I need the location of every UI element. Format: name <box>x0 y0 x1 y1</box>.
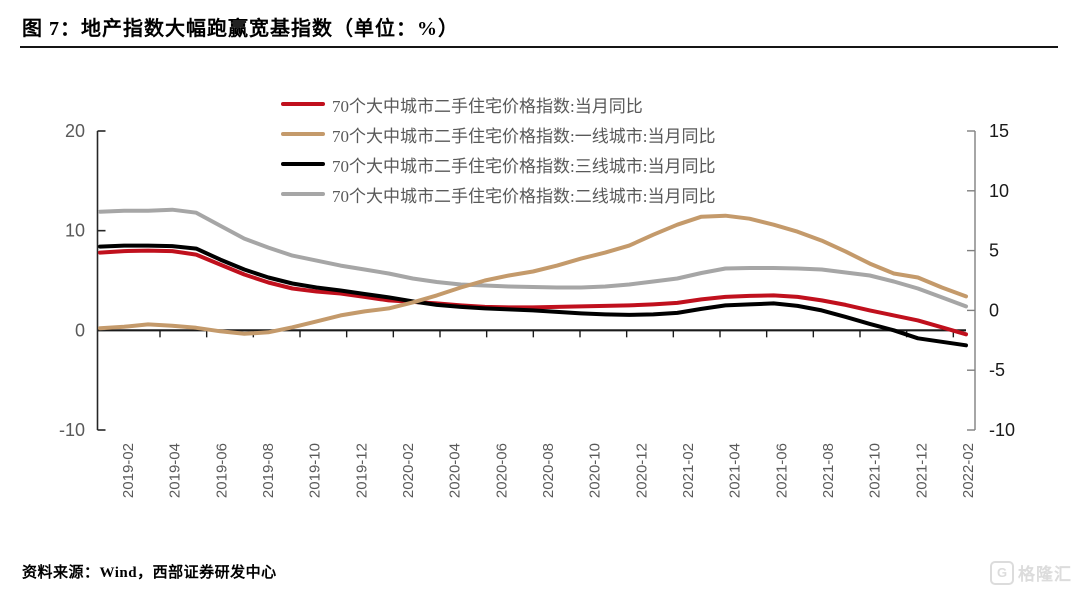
x-axis-label: 2019-10 <box>307 443 324 498</box>
x-axis-label: 2022-02 <box>960 443 977 498</box>
gelonghui-watermark: G 格隆汇 <box>990 560 1072 585</box>
legend-label: 70个大中城市二手住宅价格指数:二线城市:当月同比 <box>332 186 716 206</box>
legend-item-1: 70个大中城市二手住宅价格指数:一线城市:当月同比 <box>281 119 715 149</box>
left-axis-tick-label: 20 <box>65 121 85 141</box>
right-axis-tick-label: 0 <box>989 300 999 320</box>
figure-title: 图 7：地产指数大幅跑赢宽基指数（单位：%） <box>22 18 459 40</box>
x-axis-label: 2020-04 <box>447 443 464 498</box>
x-axis-label: 2021-08 <box>820 443 837 498</box>
x-axis-label: 2020-10 <box>587 443 604 498</box>
gelonghui-logo-icon: G <box>990 560 1014 585</box>
legend-swatch-icon <box>281 161 325 167</box>
title-divider <box>20 46 1058 48</box>
right-axis-tick-label: 5 <box>989 241 999 261</box>
source-note: 资料来源：Wind，西部证券研发中心 <box>22 565 277 581</box>
right-axis-tick-label: 10 <box>989 181 1009 201</box>
legend-swatch-icon <box>281 131 325 137</box>
x-axis-label: 2021-04 <box>727 443 744 498</box>
right-axis-tick-label: -5 <box>989 360 1005 380</box>
x-axis-label: 2020-06 <box>493 443 510 498</box>
x-axis-label: 2019-06 <box>213 443 230 498</box>
left-axis-tick-label: -10 <box>59 420 85 440</box>
legend-label: 70个大中城市二手住宅价格指数:当月同比 <box>332 96 643 116</box>
x-axis-label: 2019-12 <box>353 443 370 498</box>
x-axis-label: 2019-02 <box>120 443 137 498</box>
legend-item-3: 70个大中城市二手住宅价格指数:二线城市:当月同比 <box>281 179 715 209</box>
legend-swatch-icon <box>281 101 325 107</box>
x-axis-label: 2019-08 <box>260 443 277 498</box>
series-line-0 <box>98 248 968 337</box>
chart-legend: 70个大中城市二手住宅价格指数:当月同比 70个大中城市二手住宅价格指数:一线城市… <box>281 89 715 209</box>
left-axis-tick-label: 0 <box>75 320 85 340</box>
x-axis-label: 2019-04 <box>167 443 184 498</box>
x-axis-label: 2020-02 <box>400 443 417 498</box>
x-axis-label: 2021-06 <box>773 443 790 498</box>
legend-label: 70个大中城市二手住宅价格指数:三线城市:当月同比 <box>332 156 716 176</box>
right-axis-tick-label: 15 <box>989 121 1009 141</box>
x-axis-label: 2020-12 <box>633 443 650 498</box>
legend-swatch-icon <box>281 191 325 197</box>
x-axis-label: 2021-10 <box>867 443 884 498</box>
legend-item-0: 70个大中城市二手住宅价格指数:当月同比 <box>281 89 715 119</box>
left-axis-tick-label: 10 <box>65 221 85 241</box>
series-line-1 <box>98 213 968 336</box>
series-line-2 <box>98 243 968 348</box>
legend-label: 70个大中城市二手住宅价格指数:一线城市:当月同比 <box>332 126 716 146</box>
series-line-3 <box>98 207 968 309</box>
right-axis-tick-label: -10 <box>989 420 1015 440</box>
x-axis-label: 2021-12 <box>913 443 930 498</box>
x-axis-label: 2020-08 <box>540 443 557 498</box>
gelonghui-watermark-text: 格隆汇 <box>1018 565 1072 584</box>
legend-item-2: 70个大中城市二手住宅价格指数:三线城市:当月同比 <box>281 149 715 179</box>
x-axis-label: 2021-02 <box>680 443 697 498</box>
